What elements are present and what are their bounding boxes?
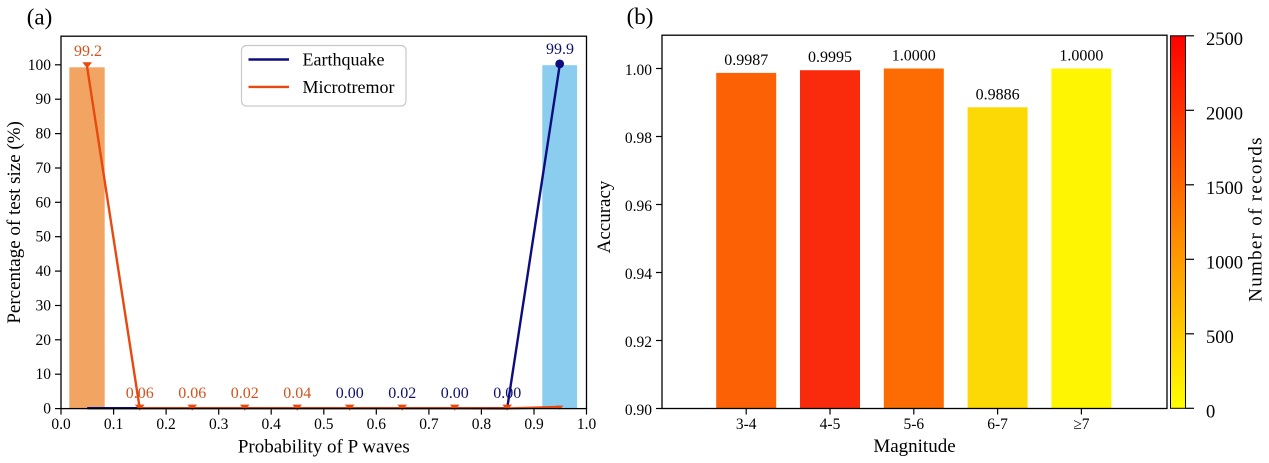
svg-text:Earthquake: Earthquake bbox=[303, 50, 385, 70]
svg-text:40: 40 bbox=[36, 263, 52, 280]
svg-text:99.9: 99.9 bbox=[546, 41, 574, 58]
svg-text:0.00: 0.00 bbox=[336, 385, 364, 402]
svg-text:0: 0 bbox=[1206, 402, 1215, 422]
svg-text:1.0000: 1.0000 bbox=[892, 48, 936, 65]
svg-text:(a): (a) bbox=[27, 5, 53, 30]
svg-text:60: 60 bbox=[36, 194, 52, 211]
svg-text:70: 70 bbox=[36, 160, 52, 177]
svg-text:0.02: 0.02 bbox=[231, 385, 259, 402]
svg-text:0.98: 0.98 bbox=[625, 130, 652, 147]
svg-text:1500: 1500 bbox=[1206, 179, 1243, 199]
svg-text:10: 10 bbox=[36, 366, 52, 383]
svg-text:0.9995: 0.9995 bbox=[808, 49, 852, 66]
svg-text:0.2: 0.2 bbox=[156, 416, 175, 433]
svg-text:1.0000: 1.0000 bbox=[1059, 48, 1103, 65]
svg-text:30: 30 bbox=[36, 298, 52, 315]
svg-text:4-5: 4-5 bbox=[820, 416, 841, 433]
svg-text:90: 90 bbox=[36, 91, 52, 108]
svg-text:0.96: 0.96 bbox=[625, 198, 652, 215]
svg-text:0: 0 bbox=[43, 401, 51, 418]
svg-text:6-7: 6-7 bbox=[987, 416, 1008, 433]
svg-text:5-6: 5-6 bbox=[903, 416, 924, 433]
svg-text:(b): (b) bbox=[627, 4, 654, 29]
svg-text:0.6: 0.6 bbox=[367, 416, 387, 433]
svg-text:0.5: 0.5 bbox=[314, 416, 334, 433]
svg-text:0.9987: 0.9987 bbox=[724, 52, 768, 69]
svg-text:1.00: 1.00 bbox=[625, 62, 652, 79]
svg-text:0.90: 0.90 bbox=[625, 402, 652, 419]
svg-text:Number of records: Number of records bbox=[1246, 136, 1267, 302]
svg-text:500: 500 bbox=[1206, 328, 1234, 348]
svg-text:Percentage of test size (%): Percentage of test size (%) bbox=[4, 121, 25, 324]
svg-text:0.00: 0.00 bbox=[441, 385, 469, 402]
svg-text:0.00: 0.00 bbox=[493, 385, 521, 402]
svg-text:≥7: ≥7 bbox=[1073, 416, 1090, 433]
svg-text:Magnitude: Magnitude bbox=[873, 436, 955, 457]
svg-text:0.4: 0.4 bbox=[262, 416, 282, 433]
svg-text:1000: 1000 bbox=[1206, 253, 1243, 273]
svg-text:Accuracy: Accuracy bbox=[594, 180, 615, 253]
svg-text:0.06: 0.06 bbox=[178, 385, 206, 402]
svg-text:20: 20 bbox=[36, 332, 52, 349]
svg-text:80: 80 bbox=[36, 126, 52, 143]
svg-text:Probability of P waves: Probability of P waves bbox=[238, 437, 410, 458]
svg-text:50: 50 bbox=[36, 229, 52, 246]
svg-text:2500: 2500 bbox=[1206, 30, 1243, 50]
svg-text:0.94: 0.94 bbox=[625, 266, 652, 283]
svg-text:0.04: 0.04 bbox=[283, 385, 311, 402]
svg-text:0.3: 0.3 bbox=[209, 416, 229, 433]
svg-text:3-4: 3-4 bbox=[736, 416, 757, 433]
svg-text:0.9: 0.9 bbox=[524, 416, 544, 433]
svg-text:Microtremor: Microtremor bbox=[303, 77, 395, 97]
svg-text:0.06: 0.06 bbox=[126, 385, 154, 402]
svg-text:0.9886: 0.9886 bbox=[976, 86, 1020, 103]
svg-text:0.92: 0.92 bbox=[625, 334, 652, 351]
svg-text:100: 100 bbox=[28, 57, 52, 74]
svg-text:0.0: 0.0 bbox=[51, 416, 71, 433]
svg-text:1.0: 1.0 bbox=[577, 416, 597, 433]
svg-text:0.02: 0.02 bbox=[388, 385, 416, 402]
svg-text:0.7: 0.7 bbox=[419, 416, 439, 433]
svg-text:2000: 2000 bbox=[1206, 104, 1243, 124]
svg-text:0.1: 0.1 bbox=[104, 416, 123, 433]
svg-text:99.2: 99.2 bbox=[74, 43, 102, 60]
svg-text:0.8: 0.8 bbox=[472, 416, 492, 433]
